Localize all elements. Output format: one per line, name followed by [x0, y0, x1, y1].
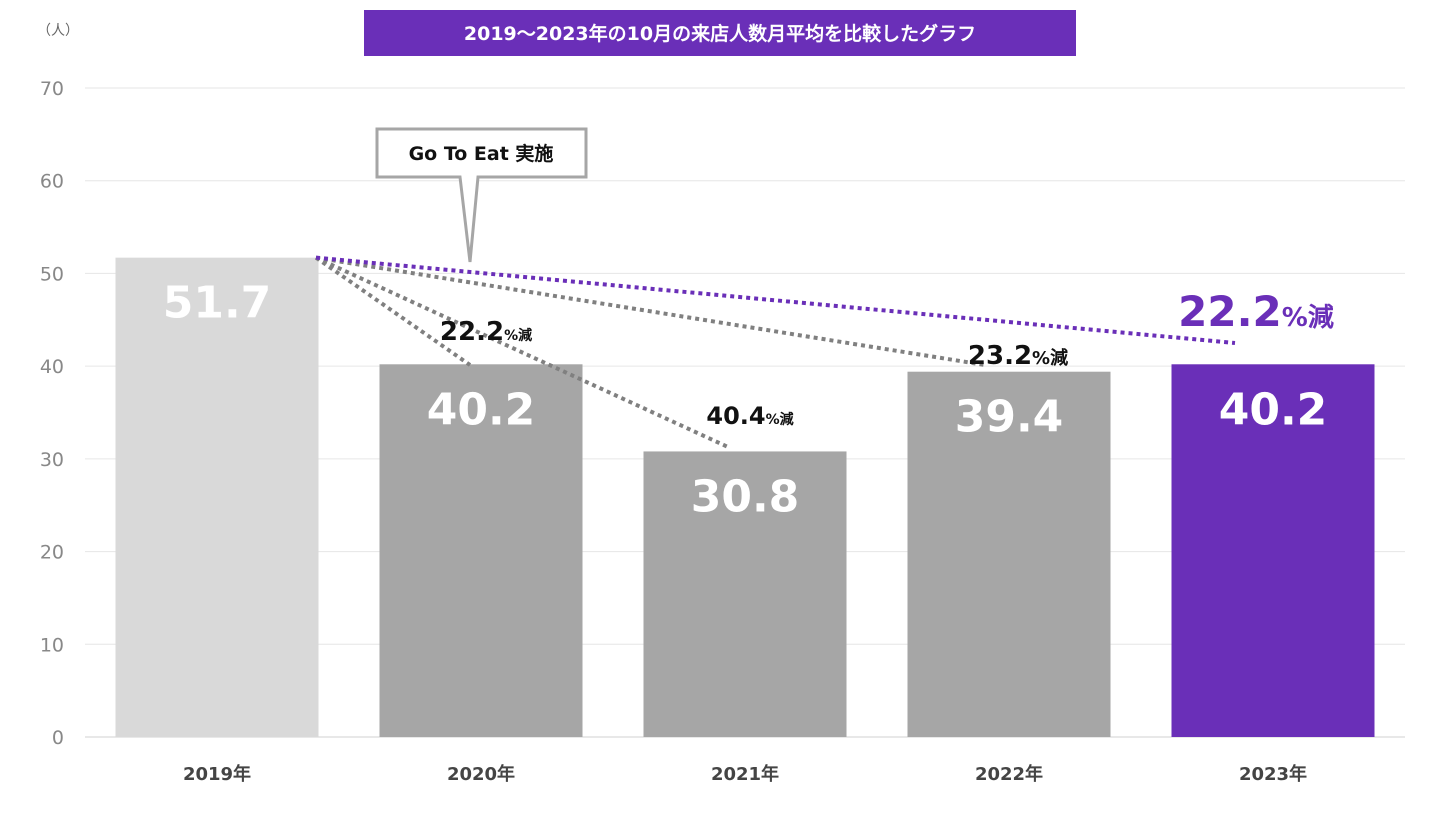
x-tick-label: 2023年: [1239, 763, 1307, 785]
comparison-value: 40.4: [706, 402, 765, 430]
y-tick-label: 30: [40, 449, 64, 471]
comparison-line: [315, 255, 1236, 345]
data-label: 40.2: [1219, 384, 1328, 435]
comparison-label: 22.2%減: [440, 317, 532, 347]
x-tick-label: 2021年: [711, 763, 779, 785]
y-tick-label: 50: [40, 263, 64, 285]
y-tick-label: 60: [40, 171, 64, 193]
comparison-label: 22.2%減: [1178, 287, 1334, 336]
comparison-label: 23.2%減: [968, 341, 1068, 371]
comparison-unit: %減: [1282, 303, 1334, 333]
x-tick-label: 2020年: [447, 763, 515, 785]
data-label: 30.8: [691, 471, 800, 522]
comparison-unit: %減: [504, 327, 532, 344]
y-tick-label: 10: [40, 634, 64, 656]
y-tick-label: 0: [52, 727, 64, 749]
y-tick-label: 70: [40, 78, 64, 100]
bar: [643, 451, 847, 737]
x-tick-label: 2019年: [183, 763, 251, 785]
bar: [115, 257, 319, 737]
callout-bubble: [375, 127, 588, 263]
callout-text: Go To Eat 実施: [409, 142, 554, 165]
callout: Go To Eat 実施: [375, 127, 588, 263]
comparison-unit: %減: [1032, 347, 1068, 369]
comparison-value: 22.2: [440, 317, 504, 347]
y-axis-unit-label: （人）: [37, 23, 79, 39]
data-label: 39.4: [955, 392, 1064, 443]
bar: [1171, 364, 1375, 737]
y-tick-label: 20: [40, 542, 64, 564]
x-tick-label: 2022年: [975, 763, 1043, 785]
comparison-value: 23.2: [968, 341, 1032, 371]
bar: [907, 371, 1111, 737]
comparison-line: [315, 255, 986, 367]
comparison-value: 22.2: [1178, 287, 1282, 336]
y-tick-label: 40: [40, 356, 64, 378]
data-label: 51.7: [163, 278, 272, 329]
comparison-line: [315, 255, 729, 449]
comparison-label: 40.4%減: [706, 402, 793, 430]
title-background: [364, 10, 1076, 56]
bar: [379, 364, 583, 737]
chart-title: 2019～2023年の10月の来店人数月平均を比較したグラフ: [464, 22, 976, 45]
comparison-unit: %減: [766, 411, 794, 428]
data-label: 40.2: [427, 384, 536, 435]
